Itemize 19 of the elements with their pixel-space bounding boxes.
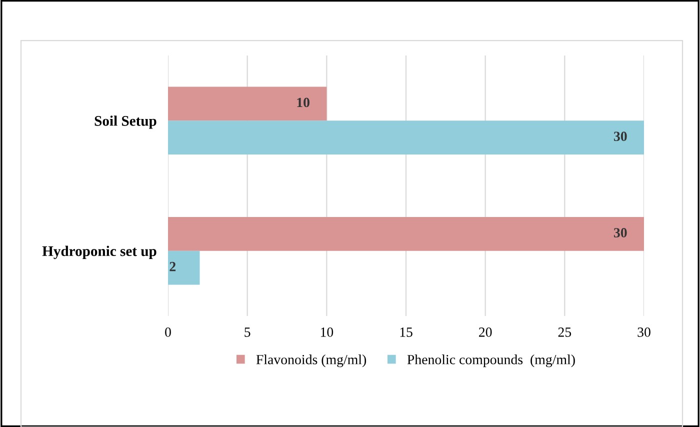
y-tick-label: Hydroponic set up bbox=[42, 246, 156, 260]
bar bbox=[168, 217, 644, 251]
x-tick-label: 5 bbox=[244, 328, 250, 337]
data-label: 30 bbox=[614, 132, 627, 142]
y-tick-label: Soil Setup bbox=[94, 116, 156, 129]
x-tick-label: 20 bbox=[479, 327, 492, 337]
data-label: 2 bbox=[170, 262, 176, 272]
bar bbox=[168, 86, 327, 121]
legend-label: Phenolic compounds (mg/ml) bbox=[407, 354, 575, 368]
x-tick-label: 15 bbox=[400, 328, 412, 337]
x-tick-label: 10 bbox=[320, 327, 334, 337]
x-tick-label: 25 bbox=[558, 328, 572, 337]
legend-label: Flavonoids (mg/ml) bbox=[256, 354, 366, 368]
x-tick-label: 30 bbox=[638, 327, 650, 337]
bar bbox=[168, 120, 644, 154]
bar bbox=[168, 250, 200, 285]
x-tick-label: 0 bbox=[165, 327, 171, 337]
data-label: 10 bbox=[297, 98, 310, 108]
data-label: 30 bbox=[614, 228, 627, 238]
